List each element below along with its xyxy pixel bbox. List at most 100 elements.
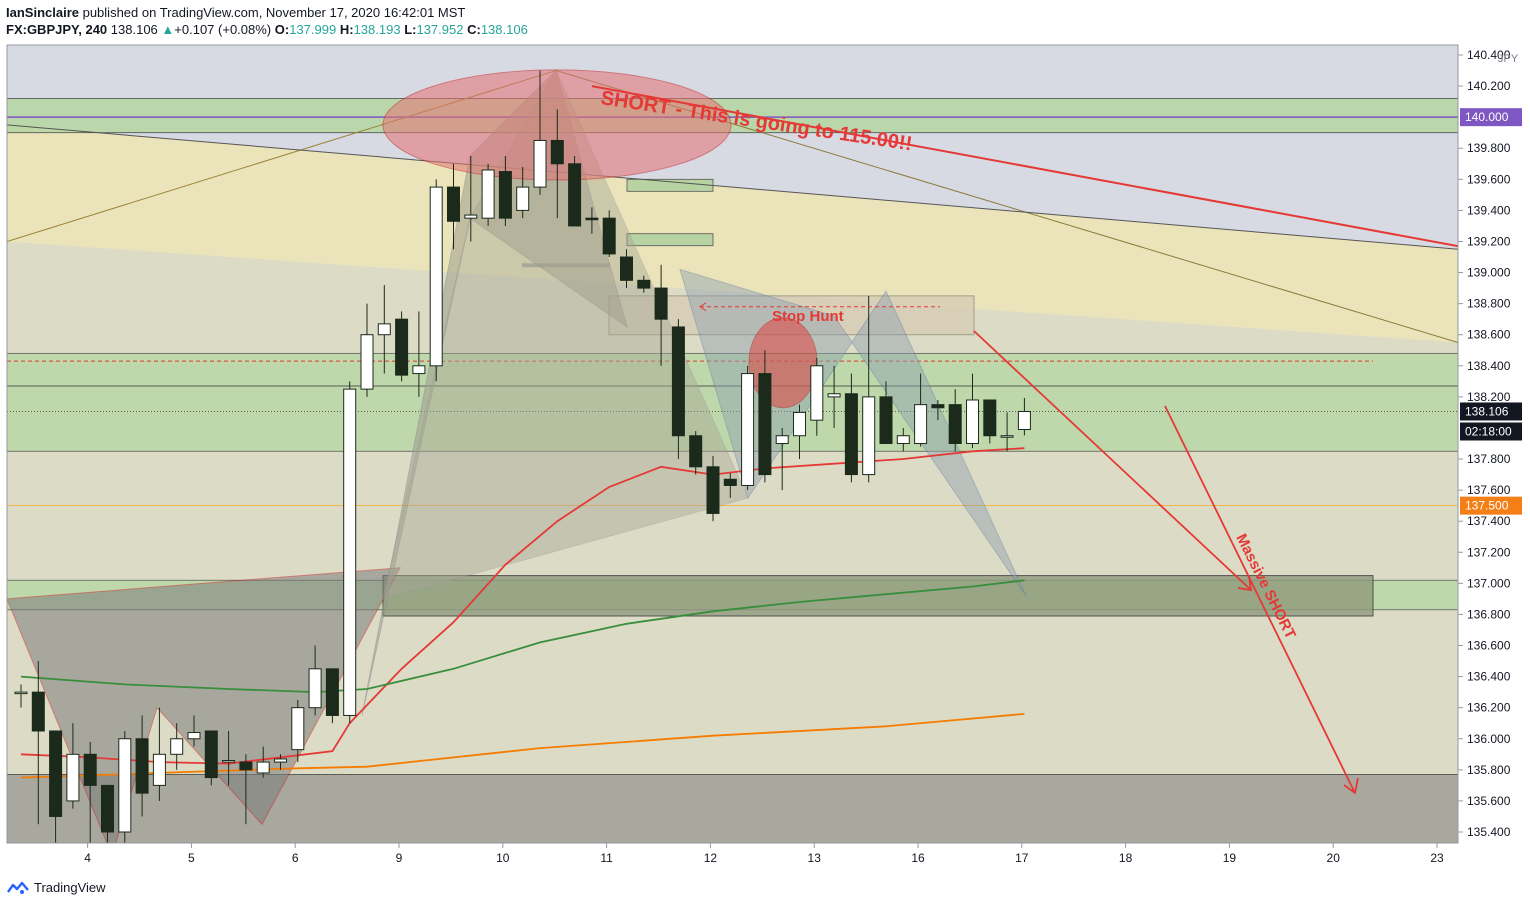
time-tick-label: 17 [1015, 851, 1029, 865]
symbol-label[interactable]: FX:GBPJPY, 240 [6, 22, 108, 37]
candle [152, 707, 166, 801]
candle-body [481, 169, 495, 219]
price-tick-label: 137.600 [1467, 483, 1511, 497]
candle [31, 661, 45, 825]
candle [481, 163, 495, 226]
candle [49, 730, 63, 843]
low-label: L: [404, 22, 417, 37]
price-tick-label: 139.400 [1467, 203, 1511, 217]
candle [447, 163, 460, 250]
candle-body [533, 139, 547, 188]
candle [775, 427, 789, 491]
candle-body [793, 411, 806, 437]
candle [550, 109, 564, 219]
candle [325, 668, 339, 724]
candle-body [31, 691, 45, 732]
currency-label: JPY [1498, 53, 1519, 65]
candle [395, 311, 409, 382]
price-badge-countdown: 02:18:00 [1465, 424, 1512, 438]
stop-hunt-arrow-head [699, 302, 707, 312]
candle [187, 715, 201, 747]
price-axis-background [1458, 45, 1522, 843]
price-tick-label: 135.600 [1467, 794, 1511, 808]
candle [879, 381, 893, 445]
candle-body [360, 334, 374, 390]
candle [343, 381, 357, 724]
candle-body [325, 668, 339, 716]
candle-body [377, 323, 391, 336]
candle-body [66, 753, 80, 802]
candle-body [187, 732, 201, 740]
candle-body [637, 279, 651, 289]
candle [585, 207, 599, 234]
price-tick-label: 136.000 [1467, 732, 1511, 746]
candle [101, 784, 114, 843]
time-tick-label: 10 [496, 851, 510, 865]
candle [1000, 412, 1014, 452]
candle [706, 455, 720, 522]
candle-body [931, 404, 945, 409]
candle [914, 373, 928, 447]
price-axis[interactable]: 140.400 140.200 139.800 139.600 139.400 139.2… [1457, 45, 1522, 843]
candle-body [256, 761, 270, 774]
price-badge-last: 138.106 [1465, 404, 1509, 418]
candle-body [827, 393, 841, 398]
price-tick-label: 137.200 [1467, 545, 1511, 559]
candle [741, 365, 755, 491]
time-tick-label: 23 [1430, 851, 1444, 865]
high-label: H: [339, 22, 354, 37]
footer: TradingView [6, 880, 106, 895]
candle [291, 699, 305, 763]
candle-body [706, 466, 720, 514]
candle [827, 365, 841, 428]
publish-text: published on TradingView.com, November 1… [78, 5, 466, 20]
open-label: O: [274, 22, 290, 37]
author-name[interactable]: IanSinclaire [6, 5, 79, 20]
candle-body [723, 478, 737, 486]
price-tick-label: 136.200 [1467, 701, 1511, 715]
price-tick-label: 136.800 [1467, 607, 1511, 621]
time-tick-label: 16 [911, 851, 925, 865]
price-tick-label: 137.800 [1467, 452, 1511, 466]
candle-body [464, 214, 478, 219]
candle-body [810, 365, 824, 421]
candle [498, 156, 512, 226]
candle [602, 210, 616, 258]
candle-body [308, 668, 322, 709]
time-tick-label: 13 [808, 851, 822, 865]
short-arrow-line [591, 85, 1458, 248]
candle-body [83, 753, 97, 786]
tradingview-brand[interactable]: TradingView [34, 880, 106, 895]
candle-body [862, 396, 876, 476]
candle [810, 358, 824, 436]
massive-short-arrow-line [1164, 405, 1356, 794]
candle-body [568, 163, 582, 227]
candle-body [291, 707, 305, 751]
candle [1017, 397, 1031, 436]
time-tick-label: 19 [1223, 851, 1237, 865]
close-value: 138.106 [480, 22, 528, 37]
price-tick-label: 139.000 [1467, 266, 1511, 280]
moving-average-3 [20, 713, 1025, 779]
candle [464, 156, 478, 242]
candle-body [204, 730, 218, 779]
candle-body [896, 435, 910, 445]
tradingview-logo-icon[interactable] [6, 881, 30, 895]
time-axis[interactable]: 4 5 6 9 10 11 12 13 16 17 18 19 20 23 [7, 842, 1458, 865]
candle [516, 166, 530, 219]
time-tick-label: 6 [292, 851, 299, 865]
candle [256, 746, 270, 778]
candle-body [49, 730, 63, 817]
candle-body [1000, 435, 1014, 438]
candle [429, 179, 443, 382]
small-zone-1 [626, 178, 714, 192]
candle [412, 311, 426, 397]
trendline-long [7, 124, 1458, 250]
candle-body [118, 738, 132, 833]
candle [793, 404, 806, 460]
candle [274, 754, 287, 770]
candle-body [222, 760, 236, 763]
upper-zone [7, 45, 1458, 250]
candle [948, 389, 962, 452]
